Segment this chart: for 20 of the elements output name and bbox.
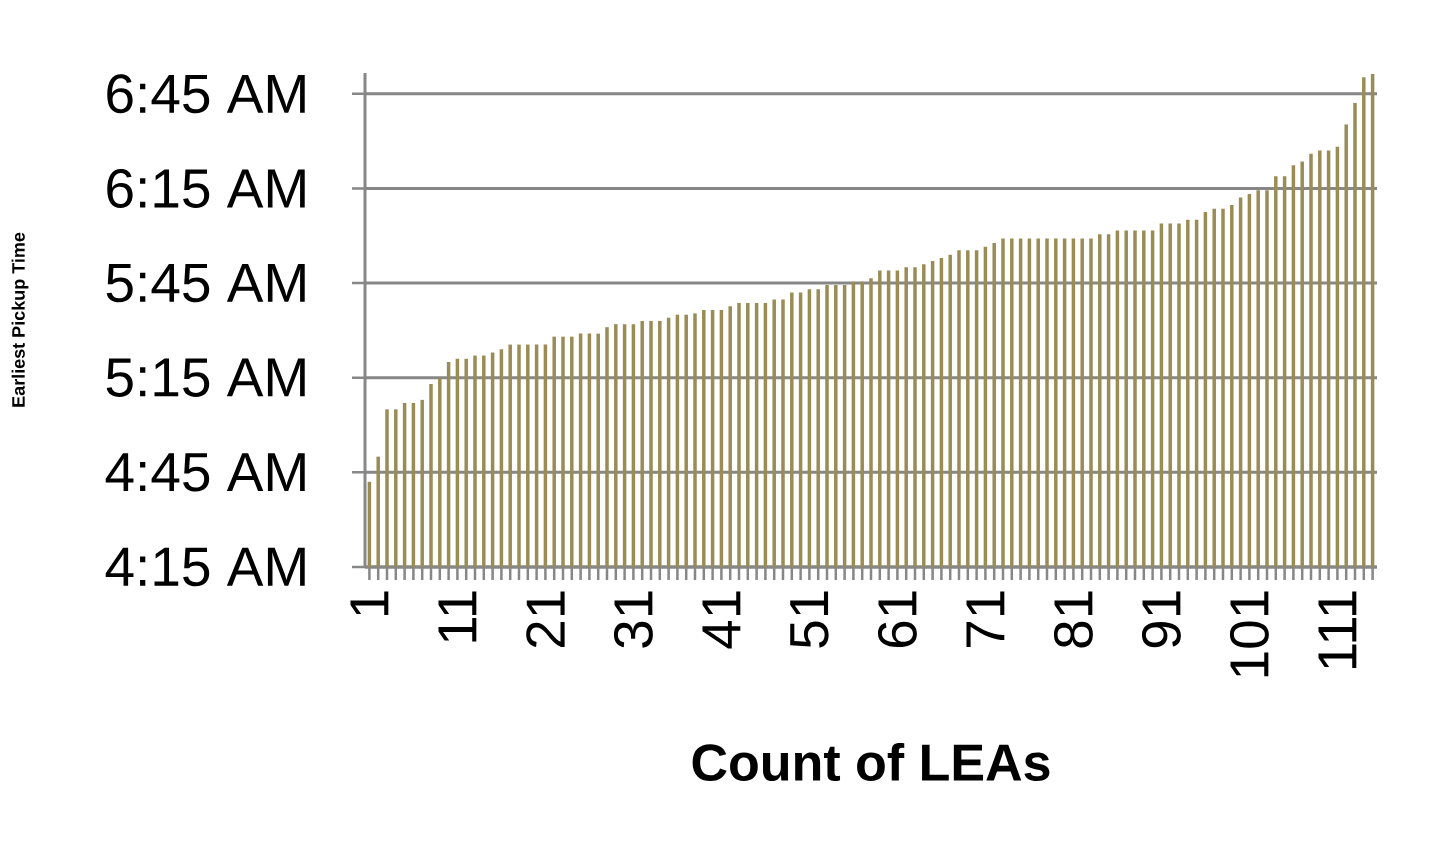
x-tick-label: 91 <box>1141 591 1181 648</box>
x-tick-label: 41 <box>702 591 741 649</box>
x-tick-label: 81 <box>1053 591 1093 648</box>
x-tick-label: 11 <box>438 591 477 642</box>
x-tick-label: 51 <box>790 591 829 648</box>
x-tick-label: 71 <box>966 591 1005 648</box>
y-tick-label: 6:15 AM <box>107 168 305 208</box>
y-axis-title: Earliest Pickup Time <box>11 232 29 407</box>
y-tick-label: 5:45 AM <box>106 263 305 303</box>
y-tick-label: 6:45 AM <box>107 74 305 114</box>
x-tick-label: 21 <box>526 591 565 648</box>
x-tick-label: 31 <box>613 591 653 648</box>
x-tick-label: 111 <box>1318 591 1357 669</box>
y-tick-label: 4:15 AM <box>105 547 305 587</box>
x-axis-title: Count of LEAs <box>692 742 1050 782</box>
x-tick-label: 101 <box>1229 591 1269 677</box>
x-tick-label: 1 <box>350 591 389 616</box>
y-tick-label: 5:15 AM <box>106 358 305 397</box>
y-tick-label: 4:45 AM <box>105 453 305 492</box>
x-tick-label: 61 <box>877 591 917 648</box>
